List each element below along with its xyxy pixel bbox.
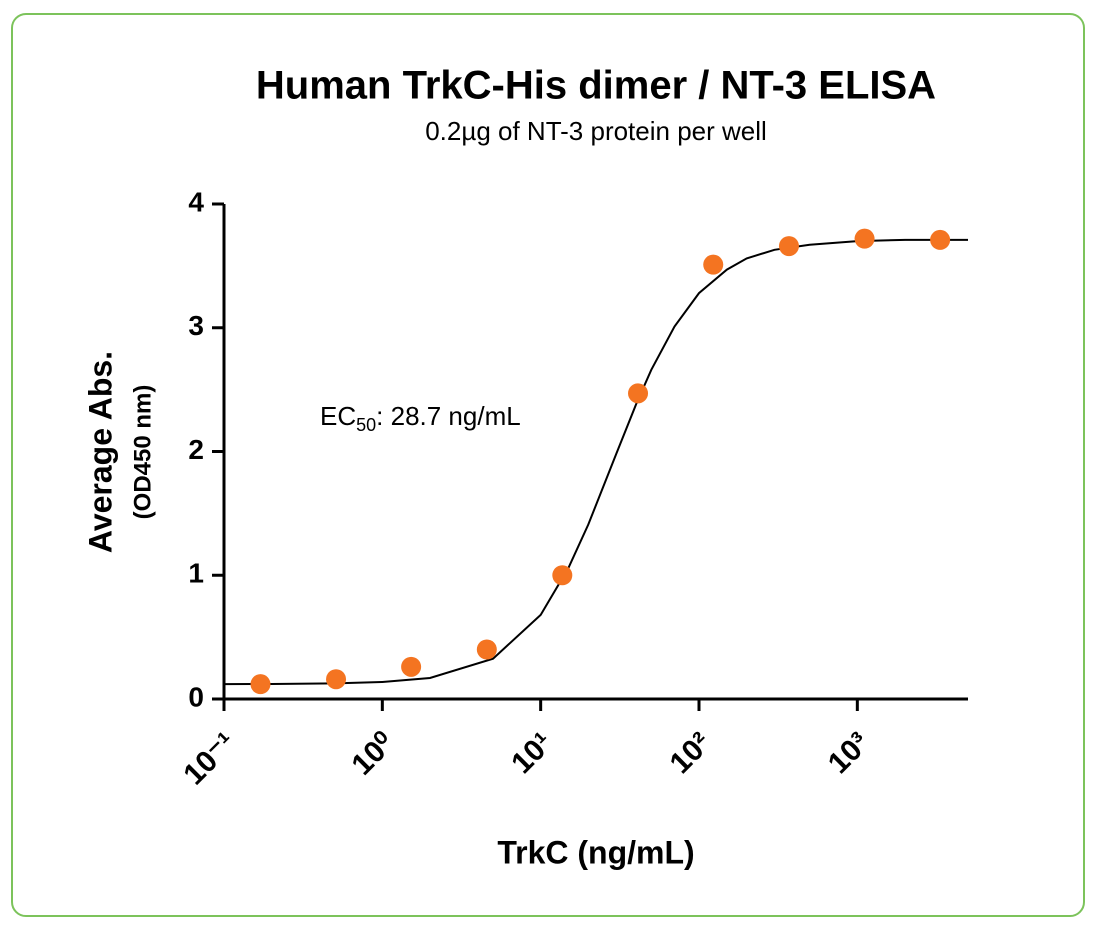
- y-axis-sublabel: (OD450 nm): [129, 385, 156, 520]
- y-tick-label: 4: [188, 186, 204, 217]
- frame: [11, 13, 1085, 917]
- data-point: [854, 228, 875, 249]
- annotation-text: EC: [320, 401, 356, 431]
- data-point: [930, 229, 951, 250]
- data-point: [552, 565, 573, 586]
- y-tick-label: 2: [188, 434, 204, 465]
- x-axis-label: TrkC (ng/mL): [497, 834, 694, 870]
- chart-title: Human TrkC-His dimer / NT-3 ELISA: [256, 64, 936, 108]
- data-point: [628, 383, 649, 404]
- annotation: EC50: 28.7 ng/mL: [320, 401, 521, 435]
- data-point: [476, 639, 497, 660]
- data-point: [250, 674, 271, 695]
- y-tick-label: 3: [188, 310, 204, 341]
- y-tick-label: 1: [188, 558, 204, 589]
- data-point: [326, 669, 347, 690]
- annotation-rest: : 28.7 ng/mL: [376, 401, 521, 431]
- data-point: [778, 236, 799, 257]
- annotation-subscript: 50: [356, 415, 376, 435]
- y-axis-label: Average Abs.: [82, 351, 118, 553]
- y-tick-label: 0: [188, 681, 204, 712]
- chart-subtitle: 0.2µg of NT-3 protein per well: [425, 116, 767, 146]
- data-point: [703, 254, 724, 275]
- data-point: [401, 656, 422, 677]
